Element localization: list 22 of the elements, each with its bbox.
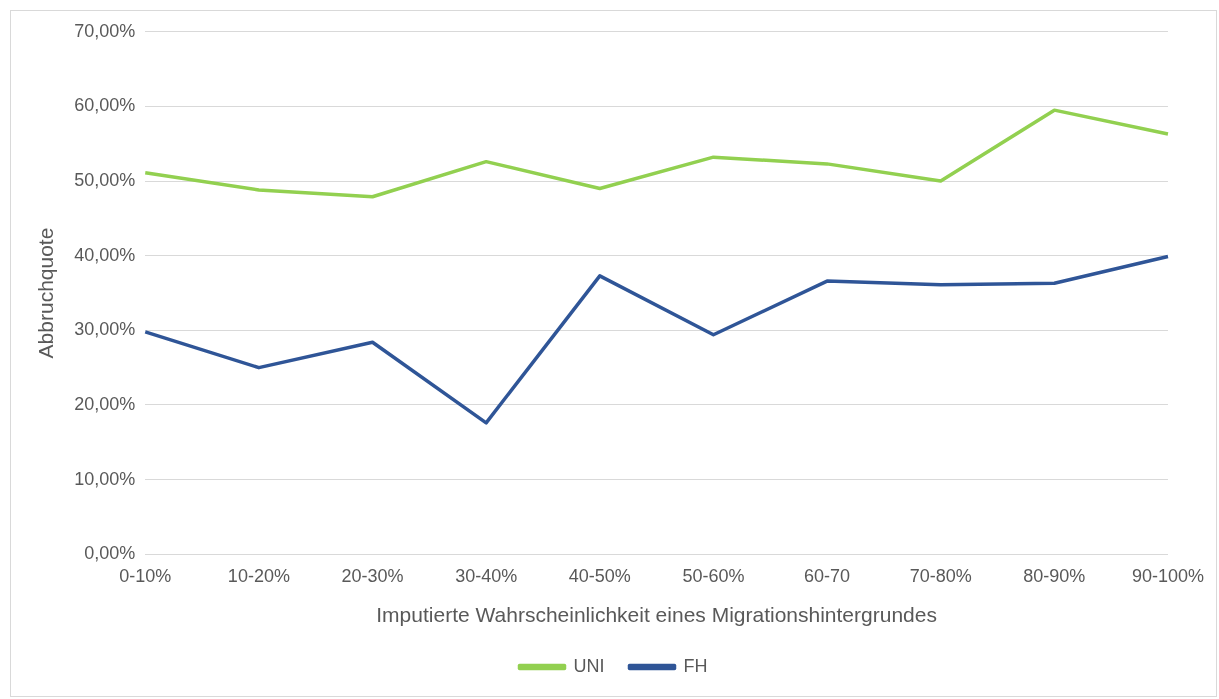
y-tick-label: 30,00% xyxy=(74,319,136,340)
y-tick-label: 50,00% xyxy=(74,170,136,191)
x-tick-label: 90-100% xyxy=(1131,565,1204,586)
x-tick-label: 70-80% xyxy=(909,565,972,586)
legend-label: FH xyxy=(683,655,708,676)
y-tick-label: 70,00% xyxy=(74,20,136,41)
x-tick-label: 10-20% xyxy=(227,565,290,586)
x-tick-label: 30-40% xyxy=(455,565,518,586)
y-tick-label: 40,00% xyxy=(74,244,136,265)
x-tick-label: 20-30% xyxy=(341,565,404,586)
x-tick-label: 40-50% xyxy=(568,565,631,586)
x-tick-label: 50-60% xyxy=(682,565,745,586)
y-tick-label: 20,00% xyxy=(74,393,136,414)
x-axis-title: Imputierte Wahrscheinlichkeit eines Migrationshintergrundes xyxy=(376,603,937,627)
y-tick-label: 0,00% xyxy=(84,543,136,564)
y-tick-label: 10,00% xyxy=(74,468,136,489)
y-tick-label: 60,00% xyxy=(74,95,136,116)
y-axis-title: Abbruchquote xyxy=(34,227,58,359)
x-tick-label: 60-70 xyxy=(804,565,851,586)
legend-label: UNI xyxy=(573,655,605,676)
x-tick-label: 0-10% xyxy=(119,565,172,586)
x-tick-label: 80-90% xyxy=(1023,565,1086,586)
